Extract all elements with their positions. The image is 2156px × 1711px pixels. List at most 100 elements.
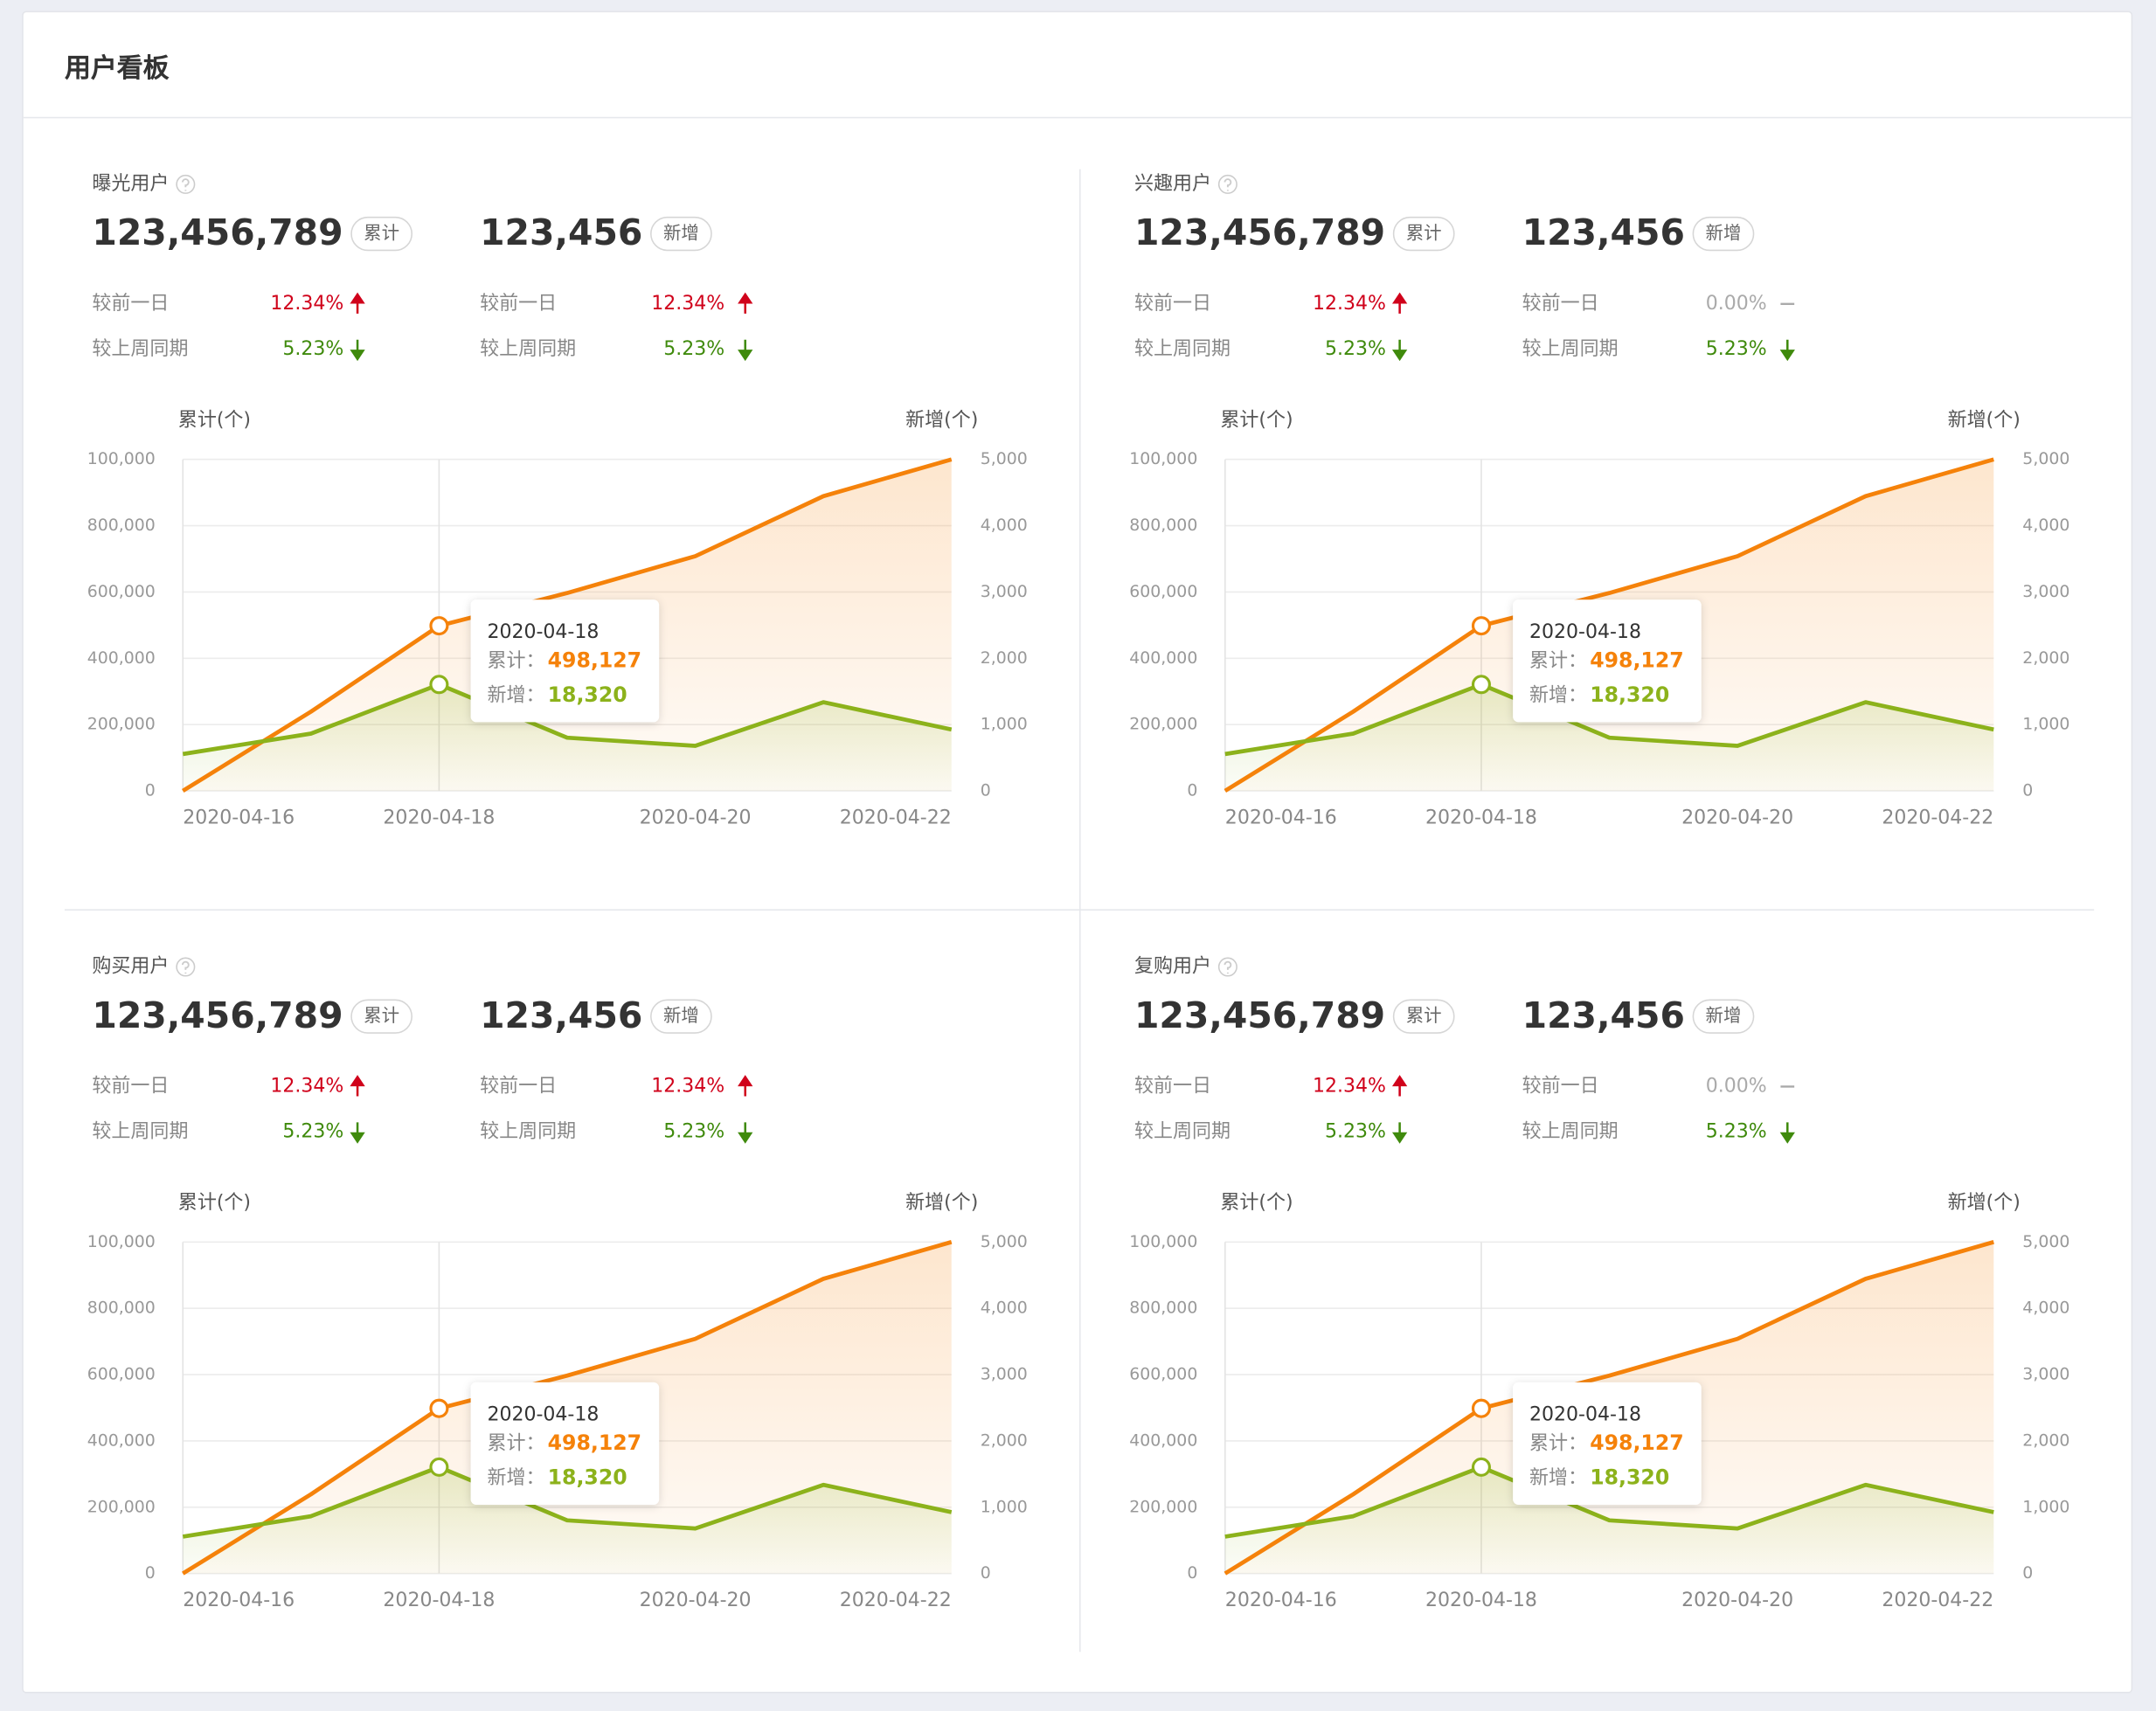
x-tick-label: 2020-04-18: [1425, 1590, 1537, 1611]
y-tick-label: 200,000: [1129, 1497, 1197, 1516]
hover-point: [429, 675, 449, 695]
tooltip-label: 新增：: [487, 1467, 544, 1489]
compare-value: 0.00%: [1706, 1075, 1767, 1097]
tooltip-label: 累计：: [1529, 650, 1587, 672]
y-tick-label: 600,000: [87, 1365, 156, 1384]
stat-tag: [650, 216, 712, 252]
stat-value: 123,456,789: [92, 994, 343, 1036]
y-axis-title: 累计(个): [1220, 1192, 1293, 1214]
stat-tag: [1392, 216, 1455, 252]
hover-point: [1471, 675, 1491, 695]
x-tick-label: 2020-04-18: [383, 807, 495, 829]
y-tick-label: 200,000: [87, 1497, 156, 1516]
line: [182, 1240, 953, 1576]
y2-tick-label: 3,000: [981, 1365, 1028, 1384]
help-icon: [1224, 960, 1232, 974]
trend-arrow: [350, 1075, 365, 1097]
x-tick-label: 2020-04-20: [1681, 1590, 1793, 1611]
compare-value: 12.34%: [1313, 293, 1386, 315]
stat-value: 123,456: [1522, 994, 1685, 1036]
trend-arrow: [350, 292, 365, 314]
compare-value: 12.34%: [270, 1075, 343, 1097]
y2-tick-label: 1,000: [2022, 1497, 2069, 1516]
tooltip: [1513, 599, 1702, 723]
y2-axis-title: 新增(个): [905, 1192, 978, 1214]
tooltip-title: 2020-04-18: [1529, 1404, 1641, 1426]
y-tick-label: 0: [1187, 1563, 1197, 1583]
tooltip-value: 18,320: [1590, 682, 1669, 707]
y2-tick-label: 5,000: [981, 1232, 1028, 1251]
y-tick-label: 600,000: [1129, 582, 1197, 601]
x-tick-label: 2020-04-16: [1225, 807, 1337, 829]
hover-point: [429, 1457, 449, 1477]
tooltip-label: 累计：: [487, 650, 544, 672]
tooltip-label: 累计：: [487, 1433, 544, 1455]
stat-value: 123,456: [480, 994, 642, 1036]
y2-tick-label: 1,000: [2022, 715, 2069, 734]
compare-value: 5.23%: [663, 1120, 724, 1142]
stat-tag: [1692, 216, 1755, 252]
trend-arrow: [350, 339, 365, 362]
stat-value: 123,456: [1522, 211, 1685, 253]
tooltip-label: 累计：: [1529, 1433, 1587, 1455]
stat-value: 123,456,789: [92, 211, 343, 253]
help-icon: [1217, 957, 1237, 977]
trend-arrow: [738, 292, 753, 314]
y2-axis-title: 新增(个): [1948, 410, 2021, 432]
trend-arrow: [1391, 339, 1408, 362]
compare-label: 较前一日: [1522, 1075, 1599, 1097]
y2-tick-label: 4,000: [981, 516, 1028, 535]
compare-label: 较上周同期: [480, 1120, 576, 1142]
y-tick-label: 600,000: [1129, 1365, 1197, 1384]
y-tick-label: 200,000: [1129, 715, 1197, 734]
y2-tick-label: 4,000: [2022, 1299, 2069, 1318]
hover-point: [1471, 1398, 1491, 1418]
y2-tick-label: 3,000: [981, 582, 1028, 601]
stat-value: 123,456: [480, 211, 642, 253]
tooltip: [470, 1382, 660, 1505]
line: [1224, 457, 1994, 793]
x-tick-label: 2020-04-16: [183, 1590, 295, 1611]
line: [182, 457, 953, 793]
trend-arrow: [350, 1122, 365, 1144]
line: [182, 682, 953, 757]
compare-label: 较前一日: [480, 293, 557, 315]
x-tick-label: 2020-04-20: [640, 1590, 752, 1611]
y-tick-label: 100,000: [87, 449, 156, 468]
stat-tag: [1392, 999, 1455, 1034]
x-tick-label: 2020-04-20: [1681, 807, 1793, 829]
stat-tag-label: 新增: [1706, 223, 1742, 244]
tooltip-label: 新增：: [1529, 684, 1587, 706]
tooltip-value: 498,127: [548, 1430, 641, 1455]
x-tick-label: 2020-04-18: [1425, 807, 1537, 829]
hover-point: [1471, 616, 1491, 636]
compare-label: 较前一日: [92, 293, 169, 315]
trend-arrow: [738, 339, 753, 362]
y2-tick-label: 4,000: [981, 1299, 1028, 1318]
y2-tick-label: 2,000: [981, 1430, 1028, 1450]
compare-value: 12.34%: [270, 293, 343, 315]
y-tick-label: 800,000: [1129, 516, 1197, 535]
y2-tick-label: 1,000: [981, 715, 1028, 734]
x-tick-label: 2020-04-22: [840, 1590, 952, 1611]
stat-tag-label: 累计: [1406, 223, 1442, 244]
y-tick-label: 800,000: [1129, 1299, 1197, 1318]
help-icon: [181, 960, 190, 974]
compare-label: 较上周同期: [480, 338, 576, 360]
y2-tick-label: 4,000: [2022, 516, 2069, 535]
y2-tick-label: 2,000: [2022, 1430, 2069, 1450]
tooltip-title: 2020-04-18: [487, 1404, 599, 1426]
compare-value: 12.34%: [651, 1075, 724, 1097]
tooltip-value: 498,127: [1590, 1430, 1683, 1455]
compare-value: 5.23%: [282, 338, 343, 360]
line: [1224, 1465, 1994, 1539]
compare-label: 较上周同期: [1134, 1120, 1231, 1142]
compare-label: 较上周同期: [1522, 1120, 1619, 1142]
y-tick-label: 100,000: [1129, 1232, 1197, 1251]
trend-arrow: [1391, 1122, 1408, 1144]
stat-tag-label: 累计: [364, 1005, 399, 1026]
compare-label: 较前一日: [1134, 293, 1211, 315]
